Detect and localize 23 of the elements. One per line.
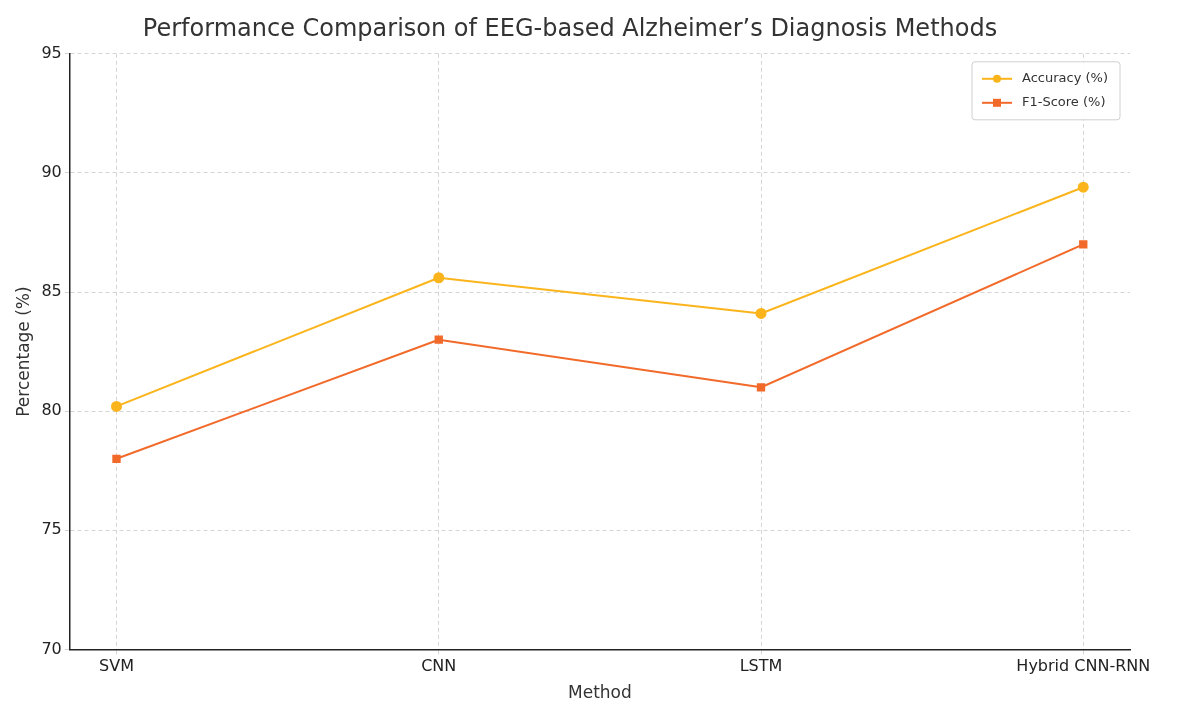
point	[1077, 181, 1089, 193]
legend-label: Accuracy (%)	[1022, 70, 1109, 86]
point	[434, 335, 443, 344]
y-tick-label: 95	[41, 42, 62, 62]
y-tick-label: 70	[41, 638, 62, 658]
x-tick-label: LSTM	[739, 656, 783, 676]
point	[433, 272, 445, 284]
x-tick-label: CNN	[421, 656, 457, 676]
x-tick-label: SVM	[99, 656, 134, 676]
y-tick-label: 85	[41, 281, 62, 301]
y-tick-label: 75	[41, 519, 62, 539]
point	[110, 400, 122, 412]
point	[756, 383, 766, 392]
y-tick-label: 90	[41, 162, 62, 182]
x-axis-title: Method	[568, 682, 632, 703]
chart-title: Performance Comparison of EEG-based Alzheimer’s Diagnosis Methods	[142, 13, 998, 42]
y-tick-label: 80	[41, 400, 62, 420]
point	[1079, 240, 1088, 249]
legend-label: F1-Score (%)	[1022, 94, 1106, 110]
x-tick-label: Hybrid CNN-RNN	[1016, 656, 1151, 676]
point	[112, 454, 121, 463]
y-axis-title: Percentage (%)	[12, 286, 33, 417]
point	[755, 307, 767, 319]
